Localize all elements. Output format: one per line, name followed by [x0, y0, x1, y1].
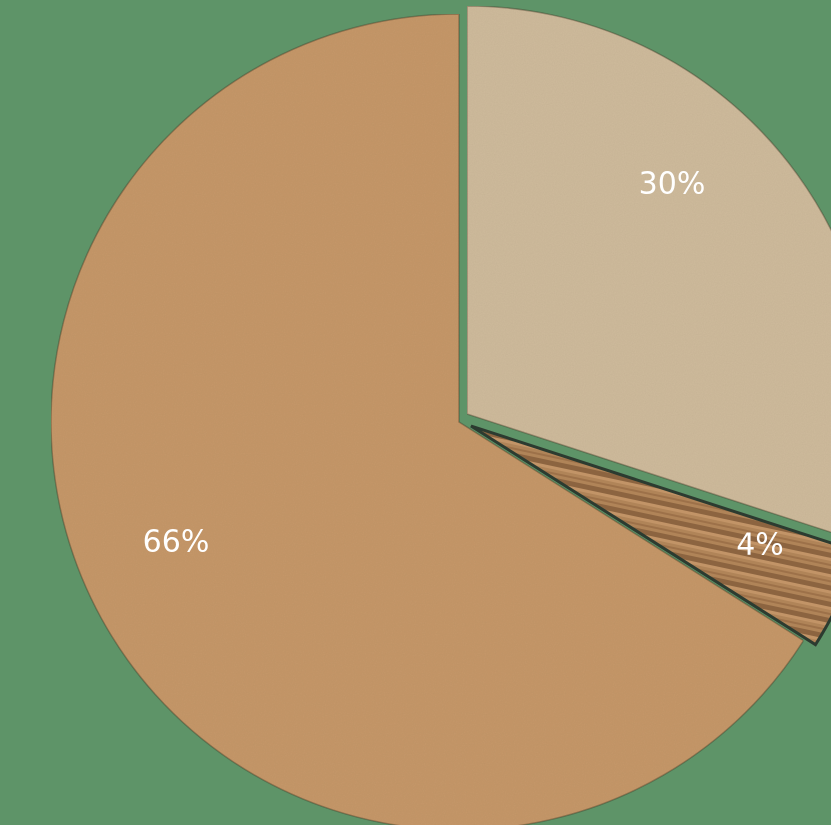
slice-label-4pct: 4%: [736, 528, 784, 563]
labels-layer: 30% 4% 66%: [143, 167, 784, 563]
slice-label-66pct: 66%: [143, 525, 210, 560]
pie-slice-4pct: [470, 424, 831, 647]
pie-slice-66pct: [50, 13, 805, 825]
slice-label-30pct: 30%: [639, 167, 706, 202]
pie-slice-30pct: [466, 5, 831, 534]
slices-layer: [50, 5, 831, 825]
